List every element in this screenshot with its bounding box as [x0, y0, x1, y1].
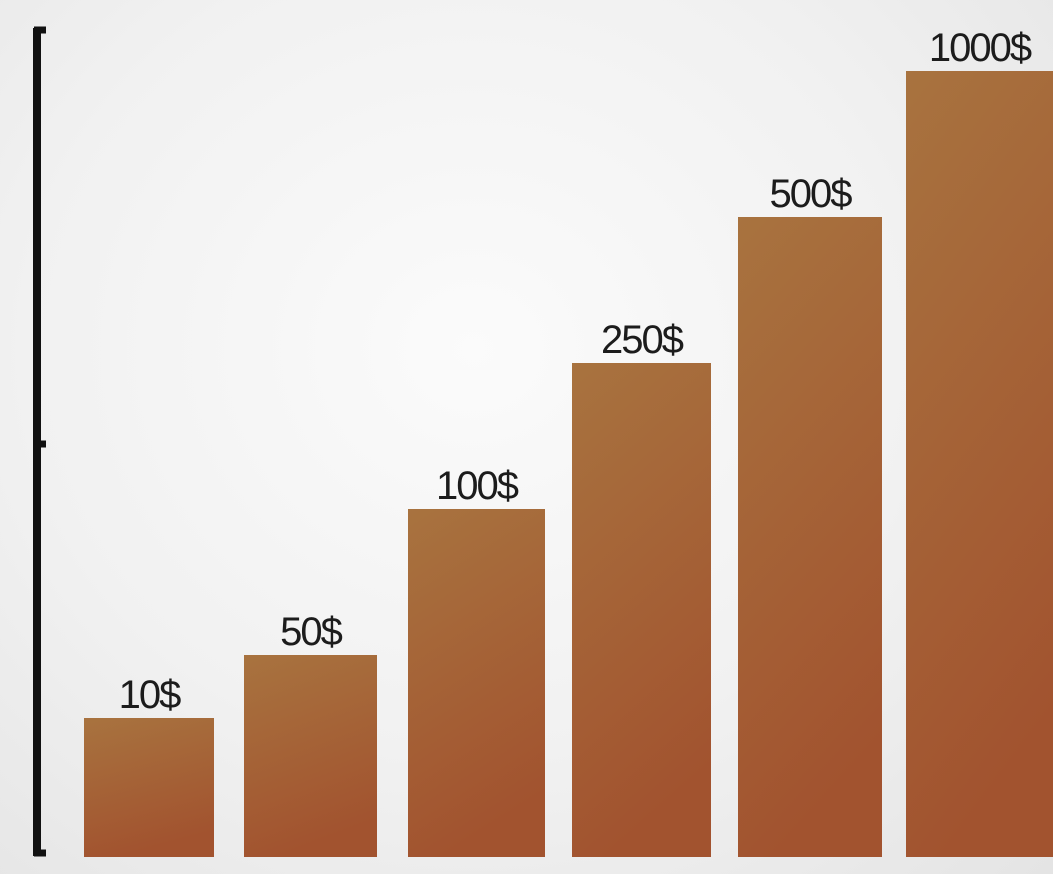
bar-label-1000usd: 1000$ [929, 26, 1032, 70]
bar-label-100usd: 100$ [436, 464, 519, 508]
bar-10usd [84, 718, 214, 857]
bar-label-250usd: 250$ [601, 318, 684, 362]
bar-250usd [572, 363, 711, 857]
bar-50usd [244, 655, 377, 857]
y-axis [33, 26, 46, 857]
bar-1000usd [906, 71, 1053, 857]
bar-500usd [738, 217, 882, 857]
bars [84, 71, 1053, 857]
bar-label-500usd: 500$ [770, 172, 853, 216]
data-labels: 10$ 50$ 100$ 250$ 500$ 1000$ [119, 26, 1034, 717]
bar-100usd [408, 509, 545, 857]
bar-label-10usd: 10$ [119, 673, 181, 717]
bar-label-50usd: 50$ [280, 610, 342, 654]
